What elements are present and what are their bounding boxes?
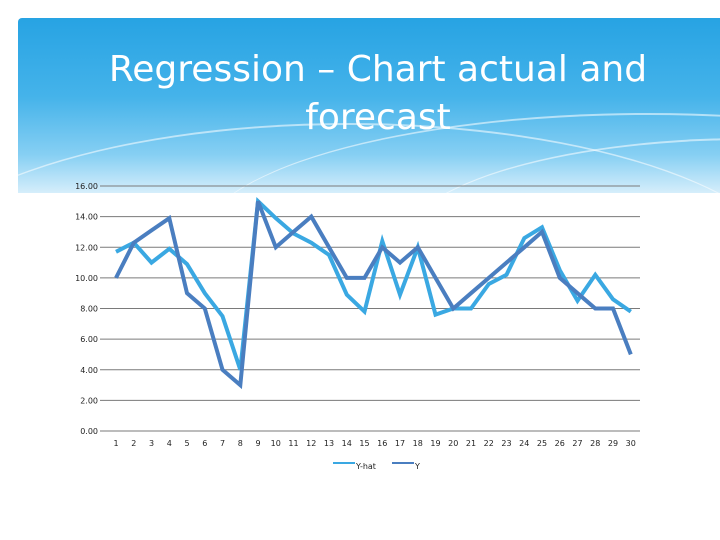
x-tick-label: 2 — [131, 439, 136, 448]
x-tick-label: 6 — [202, 439, 207, 448]
x-tick-label: 12 — [306, 439, 316, 448]
x-tick-label: 28 — [590, 439, 600, 448]
x-tick-label: 8 — [238, 439, 243, 448]
y-tick-label: 10.00 — [75, 274, 98, 283]
x-tick-label: 3 — [149, 439, 154, 448]
x-tick-label: 10 — [271, 439, 281, 448]
x-tick-label: 13 — [324, 439, 334, 448]
x-tick-label: 23 — [501, 439, 511, 448]
y-tick-label: 4.00 — [80, 366, 98, 375]
y-tick-label: 0.00 — [80, 427, 98, 436]
title-banner: Regression – Chart actual and forecast — [18, 18, 720, 193]
x-tick-label: 11 — [288, 439, 298, 448]
legend-label-y-hat: Y-hat — [355, 462, 376, 471]
x-tick-label: 14 — [342, 439, 352, 448]
x-tick-label: 19 — [430, 439, 440, 448]
x-tick-label: 22 — [484, 439, 494, 448]
x-tick-label: 9 — [255, 439, 260, 448]
x-tick-label: 29 — [608, 439, 618, 448]
x-tick-label: 25 — [537, 439, 547, 448]
x-tick-label: 27 — [572, 439, 582, 448]
x-tick-label: 4 — [167, 439, 172, 448]
page-title: Regression – Chart actual and forecast — [108, 49, 648, 138]
y-tick-label: 2.00 — [80, 396, 98, 405]
y-tick-label: 16.00 — [75, 182, 98, 191]
x-tick-label: 21 — [466, 439, 476, 448]
x-tick-label: 20 — [448, 439, 458, 448]
x-tick-label: 5 — [184, 439, 189, 448]
x-tick-label: 1 — [113, 439, 118, 448]
y-tick-label: 8.00 — [80, 305, 98, 314]
y-tick-label: 6.00 — [80, 335, 98, 344]
y-tick-label: 12.00 — [75, 243, 98, 252]
legend-label-y: Y — [414, 462, 420, 471]
y-tick-label: 14.00 — [75, 213, 98, 222]
x-tick-label: 30 — [626, 439, 636, 448]
x-tick-label: 24 — [519, 439, 529, 448]
x-tick-label: 15 — [359, 439, 369, 448]
x-tick-label: 17 — [395, 439, 405, 448]
x-tick-label: 7 — [220, 439, 225, 448]
series-line-y — [114, 200, 633, 390]
x-tick-label: 18 — [413, 439, 423, 448]
series-line-y-hat — [115, 197, 632, 371]
x-tick-label: 26 — [555, 439, 565, 448]
x-tick-label: 16 — [377, 439, 387, 448]
